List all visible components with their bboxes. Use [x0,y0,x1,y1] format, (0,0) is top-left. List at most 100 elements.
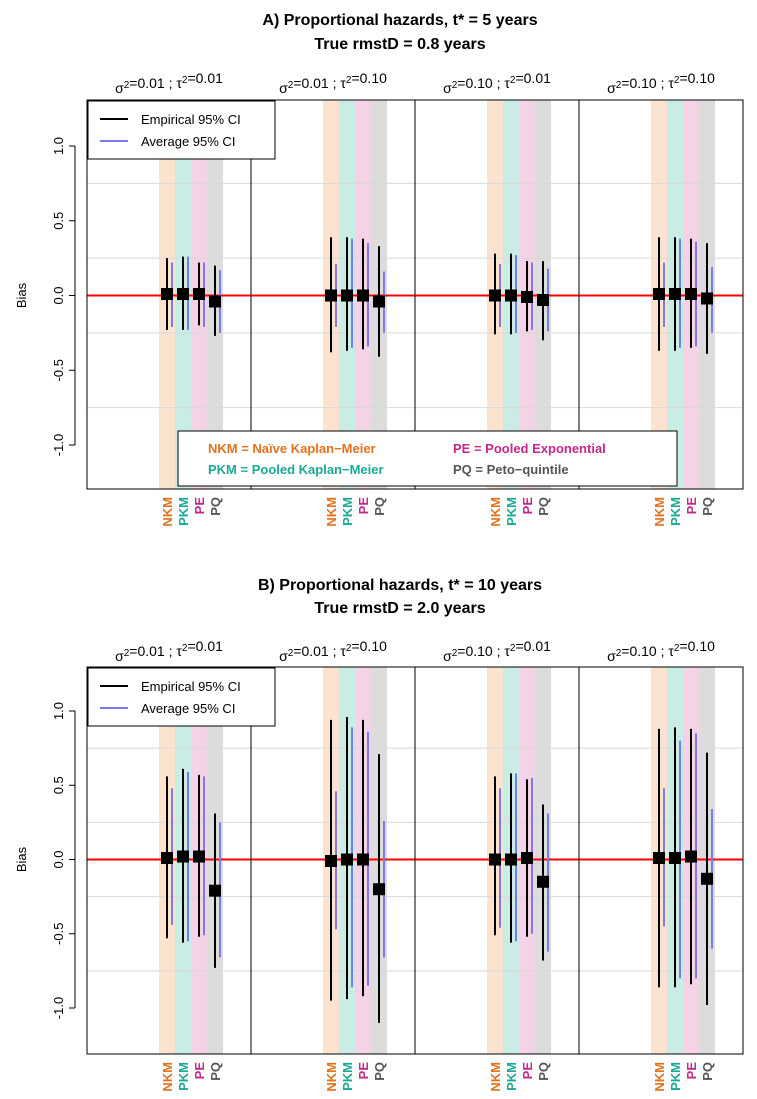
legend-box [87,100,276,160]
bias-point-pkm [669,288,681,301]
y-tick-label: -0.5 [51,359,66,381]
method-label-pkm: PKM [340,497,355,526]
method-label-pe: PE [192,497,207,515]
bias-point-nkm [325,289,337,302]
y-tick-label: 1.0 [51,702,66,720]
chart-b: B) Proportional hazards, t* = 10 years Tr… [14,577,744,1092]
legend-label-empirical: Empirical 95% CI [141,112,241,127]
bias-point-pq [537,875,549,888]
chart-title: A) Proportional hazards, t* = 5 years [262,12,537,29]
method-label-pe: PE [356,497,371,515]
panel-label: σ2=0.01 ; τ2=0.01 [115,638,223,664]
method-label-pkm: PKM [340,1062,355,1091]
method-label-pkm: PKM [176,1062,191,1091]
method-label-pq: PQ [700,497,715,516]
panel-label: σ2=0.10 ; τ2=0.10 [607,70,715,96]
legend-box [87,667,276,727]
bias-point-pq [701,292,713,305]
bias-point-pe [193,288,205,301]
method-label-nkm: NKM [488,497,503,527]
bias-point-pq [373,883,385,896]
method-label-pkm: PKM [176,497,191,526]
method-legend-item: NKM = Naïve Kaplan−Meier [208,441,376,456]
y-axis-title: Bias [14,282,29,308]
y-tick-label: 1.0 [51,137,66,155]
method-legend-box [177,430,678,487]
bias-point-pkm [177,288,189,301]
bias-point-pe [685,288,697,301]
chart-subtitle: True rmstD = 0.8 years [314,36,485,53]
method-label-nkm: NKM [652,1062,667,1092]
bias-point-pe [357,289,369,302]
method-label-nkm: NKM [324,497,339,527]
method-label-pkm: PKM [668,497,683,526]
method-label-pq: PQ [536,1062,551,1081]
chart-title: B) Proportional hazards, t* = 10 years [258,577,542,594]
method-label-nkm: NKM [160,1062,175,1092]
panel-label: σ2=0.10 ; τ2=0.01 [443,70,551,96]
bias-point-pq [701,872,713,885]
method-label-pe: PE [520,1062,535,1080]
method-label-pq: PQ [372,1062,387,1081]
bias-point-pq [373,295,385,308]
method-label-pkm: PKM [668,1062,683,1091]
panel-label: σ2=0.01 ; τ2=0.10 [279,638,387,664]
panel-label: σ2=0.10 ; τ2=0.10 [607,638,715,664]
bias-point-pq [537,293,549,306]
bias-point-nkm [489,289,501,302]
method-label-pq: PQ [536,497,551,516]
bias-point-pq [209,884,221,897]
bias-point-pq [209,295,221,308]
plot-area [87,667,743,1054]
method-label-pe: PE [684,497,699,515]
bias-point-pe [193,850,205,863]
bias-point-pe [521,290,533,303]
bias-point-pe [685,850,697,863]
bias-point-nkm [653,852,665,865]
bias-point-pe [357,853,369,866]
bias-point-pkm [505,853,517,866]
y-tick-label: -1.0 [51,997,66,1019]
y-tick-label: -1.0 [51,434,66,456]
panel-label: σ2=0.01 ; τ2=0.01 [115,70,223,96]
legend-label-average: Average 95% CI [141,701,235,716]
method-label-pq: PQ [208,497,223,516]
ci-legend: Empirical 95% CI Average 95% CI [87,100,276,160]
bias-point-nkm [161,852,173,865]
method-label-pq: PQ [372,497,387,516]
y-axis-title: Bias [14,846,29,872]
method-label-nkm: NKM [324,1062,339,1092]
method-label-pkm: PKM [504,497,519,526]
method-legend: NKM = Naïve Kaplan−Meier PE = Pooled Expo… [177,430,678,487]
plot-area [87,100,743,489]
method-label-pe: PE [192,1062,207,1080]
bias-point-nkm [325,854,337,867]
bias-point-pkm [341,289,353,302]
y-tick-label: -0.5 [51,923,66,945]
bias-point-nkm [653,288,665,301]
panel-label: σ2=0.10 ; τ2=0.01 [443,638,551,664]
method-label-pkm: PKM [504,1062,519,1091]
y-tick-label: 0.5 [51,212,66,230]
bias-point-pkm [177,850,189,863]
legend-label-empirical: Empirical 95% CI [141,679,241,694]
method-label-pe: PE [520,497,535,515]
bias-point-pe [521,852,533,865]
y-tick-label: 0.0 [51,286,66,304]
ci-legend: Empirical 95% CI Average 95% CI [87,667,276,727]
bias-point-pkm [341,853,353,866]
bias-point-pkm [505,289,517,302]
bias-point-pkm [669,852,681,865]
legend-label-average: Average 95% CI [141,134,235,149]
plot-frame [86,99,744,490]
method-label-nkm: NKM [652,497,667,527]
method-label-pq: PQ [208,1062,223,1081]
y-tick-label: 0.5 [51,776,66,794]
method-legend-item: PE = Pooled Exponential [453,441,606,456]
method-label-pe: PE [356,1062,371,1080]
method-label-nkm: NKM [160,497,175,527]
chart-subtitle: True rmstD = 2.0 years [314,600,485,617]
panel-label: σ2=0.01 ; τ2=0.10 [279,70,387,96]
bias-point-nkm [489,853,501,866]
